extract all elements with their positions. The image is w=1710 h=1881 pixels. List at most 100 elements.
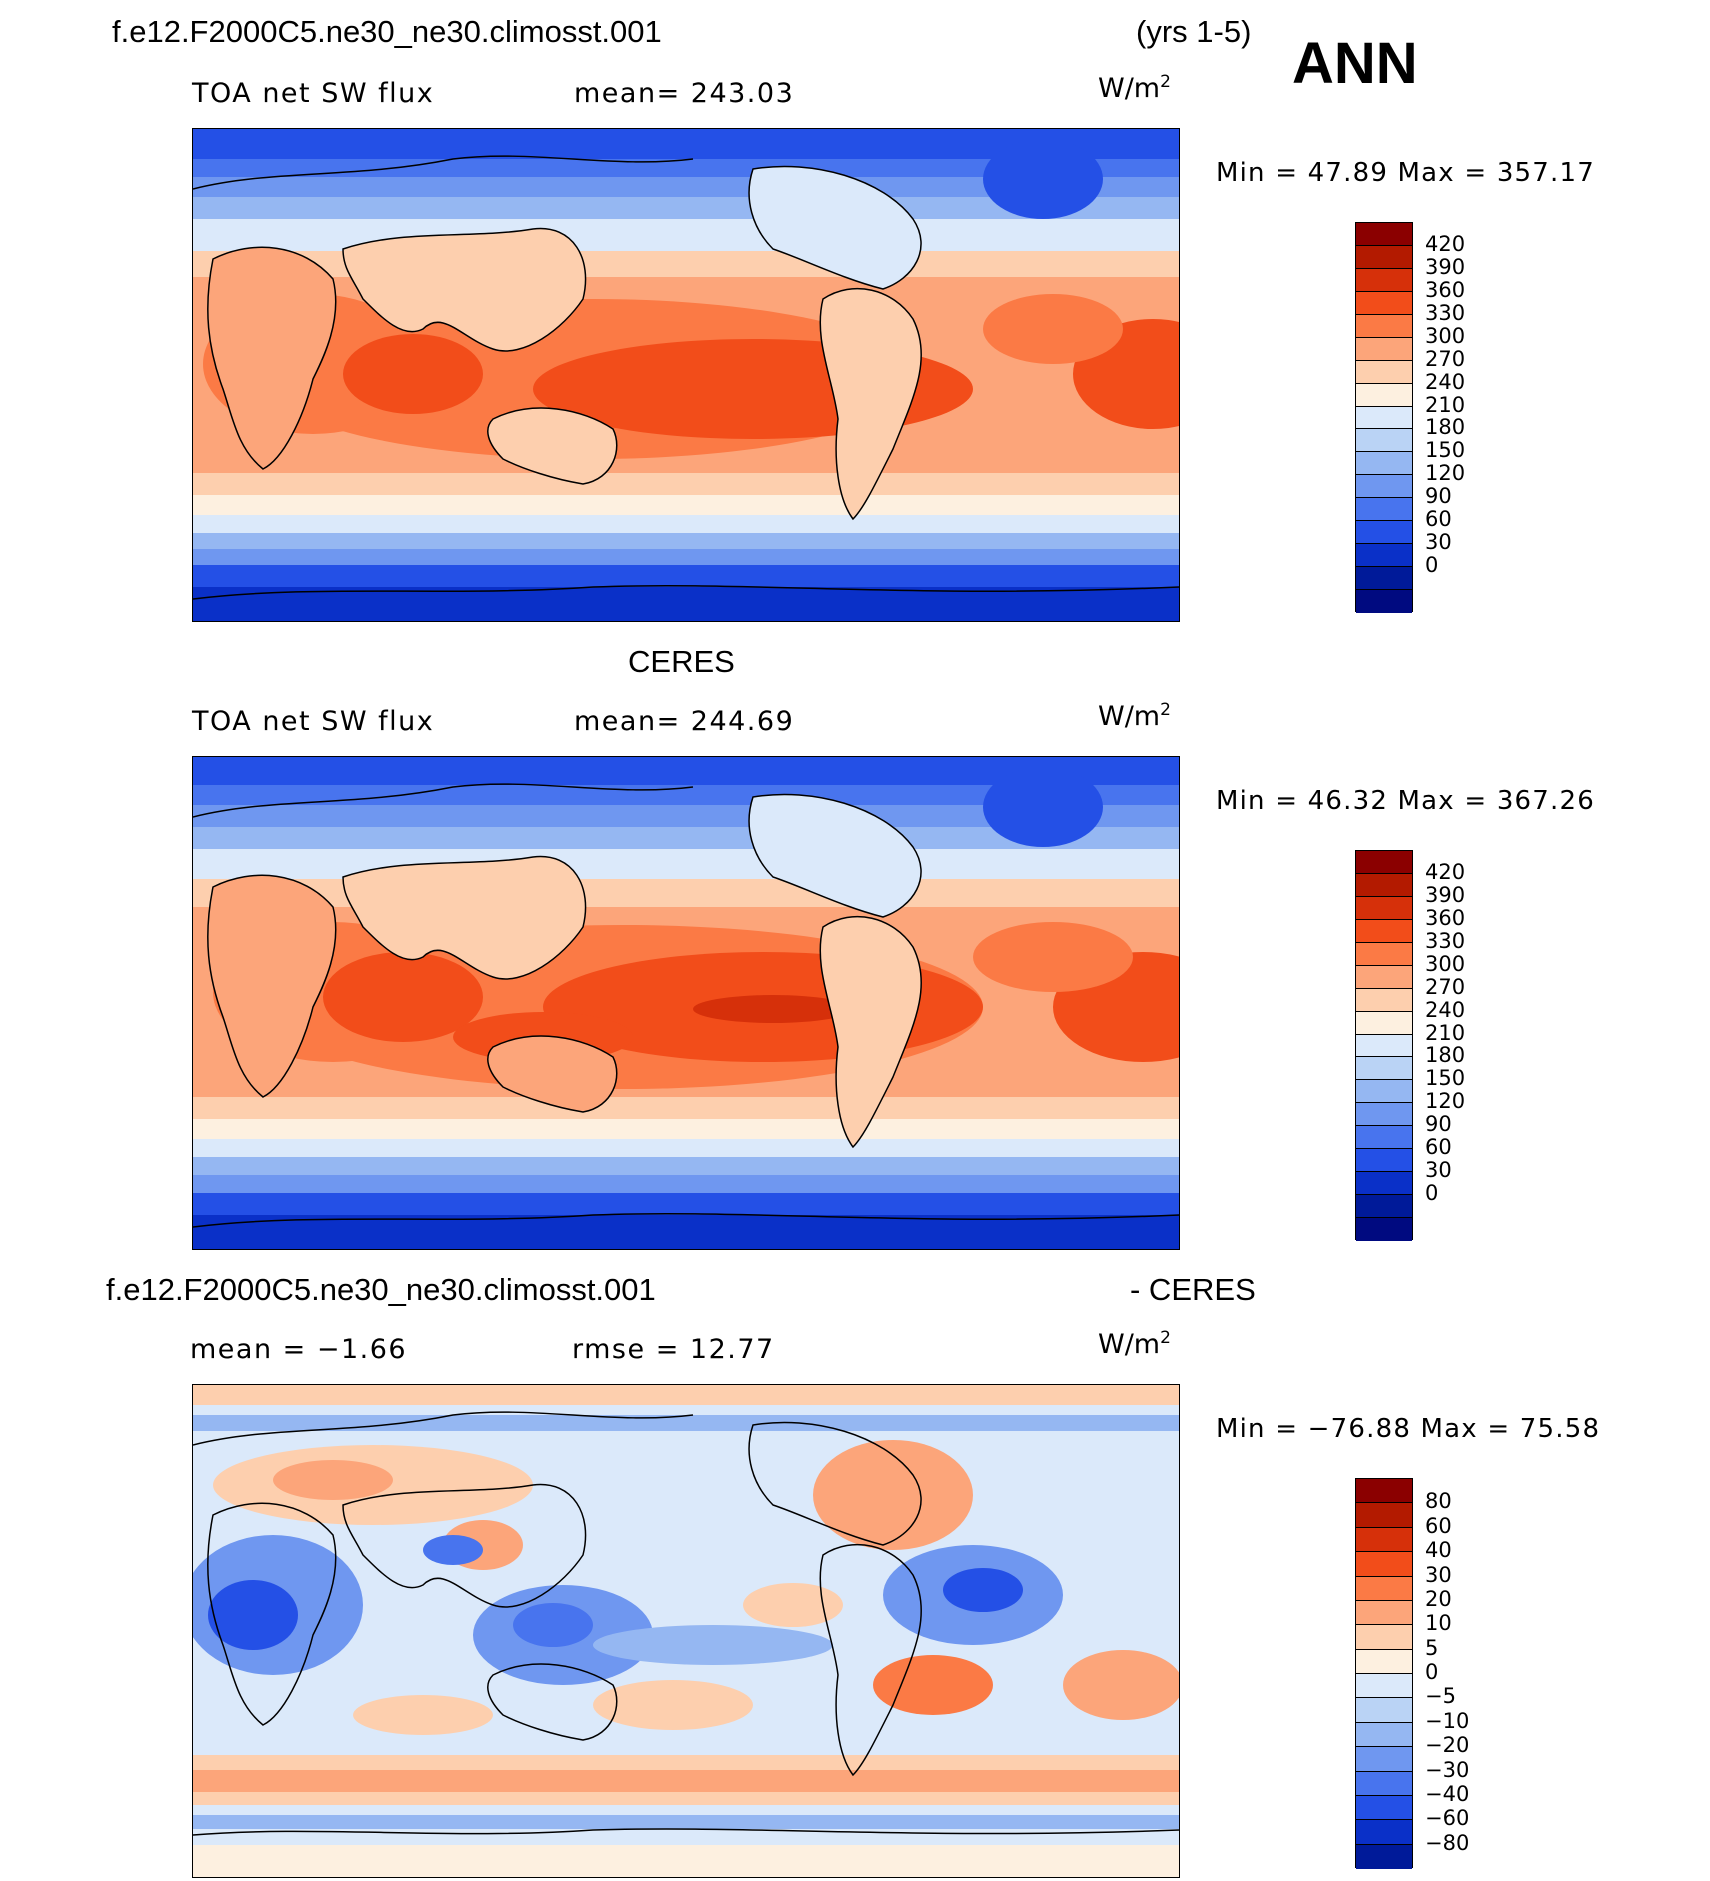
colorbar-swatch [1356,965,1412,989]
colorbar-swatch [1356,498,1412,522]
colorbar-label: −40 [1425,1781,1470,1806]
colorbar-swatch [1356,851,1412,874]
colorbar-swatch [1356,873,1412,897]
colorbar-swatch [1356,1674,1412,1699]
colorbar-swatch [1356,1011,1412,1035]
case-title: f.e12.F2000C5.ne30_ne30.climosst.001 [112,14,662,49]
colorbar-label: 330 [1425,928,1466,953]
panel-3-rmse-label: rmse = 12.77 [572,1334,775,1365]
colorbar-label: 300 [1425,951,1466,976]
colorbar-label: 60 [1425,1135,1452,1160]
colorbar-label: 300 [1425,323,1466,348]
colorbar-label: 390 [1425,882,1466,907]
colorbar-label: −10 [1425,1708,1470,1733]
colorbar-label: 10 [1425,1611,1452,1636]
colorbar-swatch [1356,1600,1412,1626]
colorbar-swatch [1356,1722,1412,1748]
panel-3-map [192,1384,1180,1878]
colorbar-swatch [1356,1218,1412,1241]
colorbar-label: 360 [1425,277,1466,302]
colorbar-label: 40 [1425,1538,1452,1563]
colorbar-label: 360 [1425,905,1466,930]
panel-3-minmax: Min = −76.88 Max = 75.58 [1216,1414,1601,1444]
colorbar-swatch [1356,1479,1412,1504]
colorbar-label: 240 [1425,997,1466,1022]
panel-3-title-right: - CERES [1130,1272,1256,1307]
colorbar-label: 60 [1425,507,1452,532]
panel-1-map [192,128,1180,622]
colorbar-swatch [1356,942,1412,966]
colorbar-swatch [1356,1057,1412,1081]
colorbar-label: 20 [1425,1586,1452,1611]
colorbar-swatch [1356,268,1412,292]
colorbar-label: 390 [1425,254,1466,279]
colorbar-swatch [1356,452,1412,476]
colorbar-label: 270 [1425,974,1466,999]
panel-3-mean-label: mean = −1.66 [190,1334,408,1365]
colorbar-label: −30 [1425,1757,1470,1782]
colorbar-swatch [1356,245,1412,269]
colorbar-swatch [1356,988,1412,1012]
panel-2-minmax: Min = 46.32 Max = 367.26 [1216,786,1595,816]
colorbar-label: 150 [1425,438,1466,463]
colorbar-swatch [1356,360,1412,384]
colorbar-swatch [1356,1149,1412,1173]
colorbar-swatch [1356,1103,1412,1127]
colorbar-swatch [1356,590,1412,613]
colorbar-label: 150 [1425,1066,1466,1091]
colorbar-label: 0 [1425,1181,1439,1206]
season-label: ANN [1292,31,1418,96]
colorbar-label: −80 [1425,1830,1470,1855]
colorbar-swatch [1356,1126,1412,1150]
colorbar-swatch [1356,1576,1412,1601]
colorbar-swatch [1356,429,1412,453]
colorbar-label: 30 [1425,1562,1452,1587]
panel-2-units: W/m2 [1098,700,1171,732]
colorbar-swatch [1356,383,1412,407]
panel-2-map [192,756,1180,1250]
years-label: (yrs 1-5) [1136,14,1252,49]
colorbar-label: 420 [1425,231,1466,256]
colorbar-swatch [1356,1771,1412,1796]
panel-2-variable-label: TOA net SW flux [192,706,435,737]
colorbar-swatch [1356,1844,1412,1869]
colorbar-swatch [1356,1552,1412,1577]
panel-3-title: f.e12.F2000C5.ne30_ne30.climosst.001 [106,1272,656,1307]
panel-1-units: W/m2 [1098,72,1171,104]
colorbar-swatch [1356,1527,1412,1553]
colorbar-swatch [1356,1080,1412,1104]
colorbar-label: 210 [1425,392,1466,417]
panel-1-mean-label: mean= 243.03 [574,78,795,109]
panel-2-mean-label: mean= 244.69 [574,706,795,737]
colorbar-swatch [1356,1625,1412,1650]
colorbar-label: 330 [1425,300,1466,325]
colorbar-label: 240 [1425,369,1466,394]
panel-3-colorbar [1355,1478,1413,1869]
colorbar-swatch [1356,406,1412,430]
colorbar-swatch [1356,475,1412,499]
colorbar-label: 180 [1425,415,1466,440]
colorbar-swatch [1356,544,1412,568]
colorbar-swatch [1356,567,1412,590]
colorbar-label: 210 [1425,1020,1466,1045]
colorbar-swatch [1356,1795,1412,1821]
colorbar-swatch [1356,1034,1412,1058]
panel-1-variable-label: TOA net SW flux [192,78,435,109]
colorbar-swatch [1356,919,1412,943]
colorbar-label: −5 [1425,1684,1456,1709]
colorbar-label: −60 [1425,1806,1470,1831]
colorbar-swatch [1356,223,1412,246]
colorbar-swatch [1356,1195,1412,1218]
colorbar-label: 180 [1425,1043,1466,1068]
colorbar-label: 80 [1425,1489,1452,1514]
colorbar-label: 90 [1425,484,1452,509]
colorbar-label: 0 [1425,1660,1439,1684]
colorbar-label: −20 [1425,1733,1470,1758]
colorbar-label: 420 [1425,859,1466,884]
colorbar-label: 120 [1425,1089,1466,1114]
panel-1-minmax: Min = 47.89 Max = 357.17 [1216,158,1595,188]
colorbar-label: 270 [1425,346,1466,371]
panel-3-units: W/m2 [1098,1328,1171,1360]
colorbar-label: 120 [1425,461,1466,486]
colorbar-swatch [1356,1503,1412,1528]
